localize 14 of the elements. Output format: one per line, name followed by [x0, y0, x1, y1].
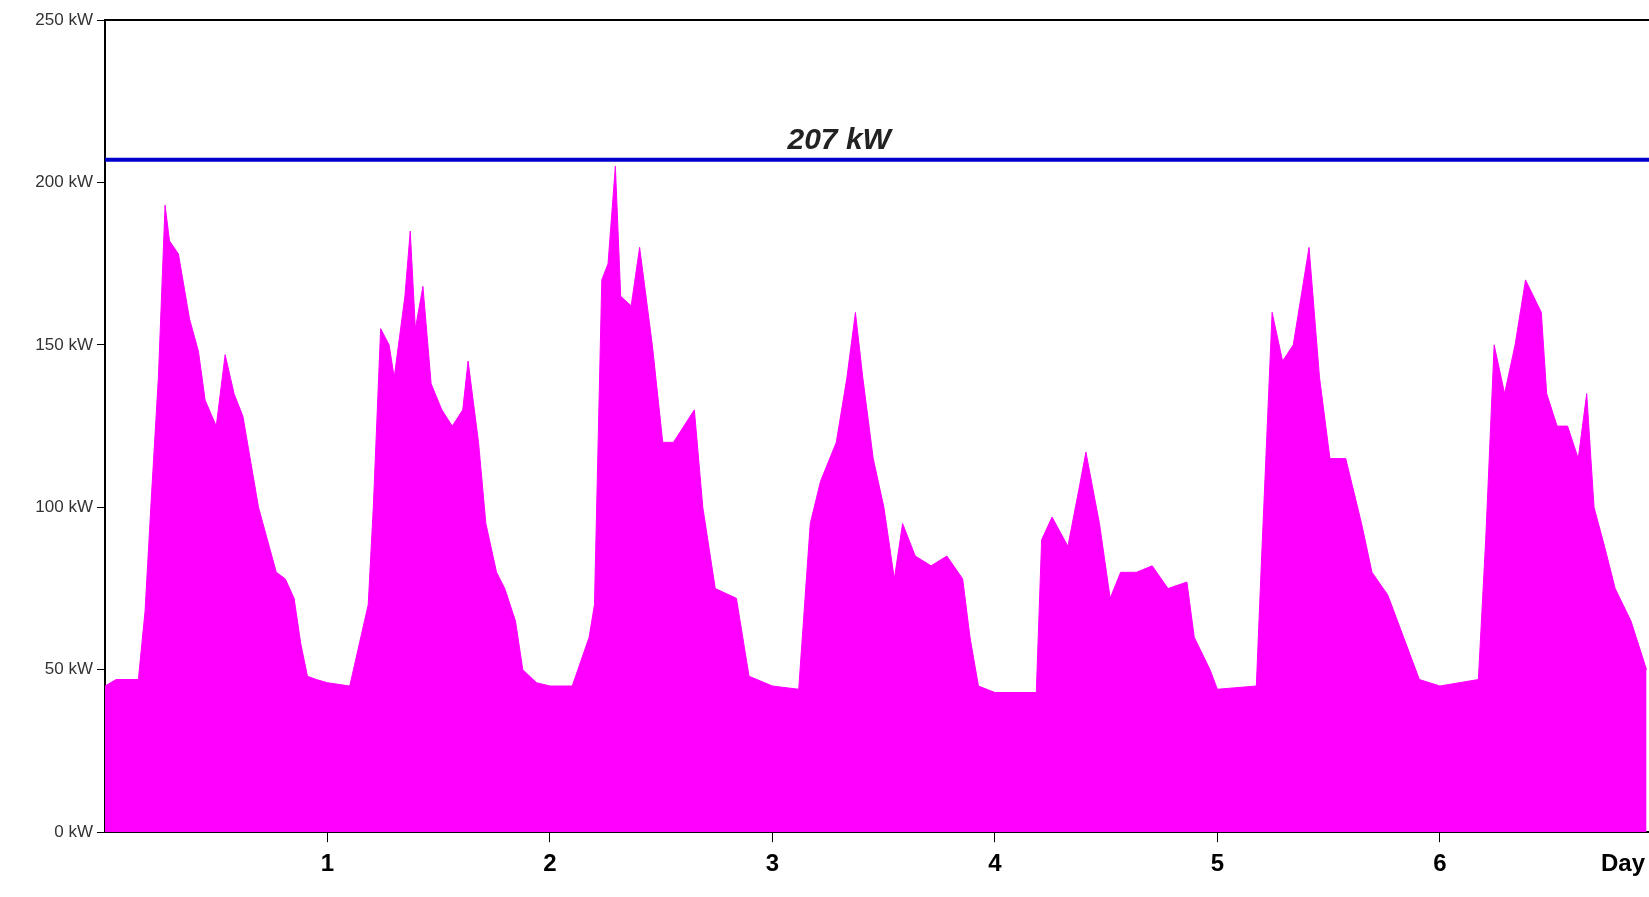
x-axis-title: Day — [1600, 848, 1646, 876]
y-tick-label: 250 kW — [35, 9, 93, 29]
y-tick-label: 100 kW — [35, 497, 93, 517]
x-tick-label: 2 — [543, 849, 557, 877]
x-tick-label: 6 — [1433, 849, 1447, 877]
y-tick-label: 50 kW — [44, 659, 93, 679]
x-tick-label: 5 — [1210, 849, 1225, 877]
x-tick-label: 4 — [988, 849, 1003, 877]
x-tick-label: 3 — [765, 849, 780, 877]
y-tick-label: 0 kW — [54, 821, 93, 841]
y-tick-label: 150 kW — [35, 334, 93, 354]
ref-line-label: 207 kW — [786, 121, 894, 155]
x-tick-label: 1 — [320, 849, 335, 877]
y-tick-label: 200 kW — [35, 172, 93, 192]
